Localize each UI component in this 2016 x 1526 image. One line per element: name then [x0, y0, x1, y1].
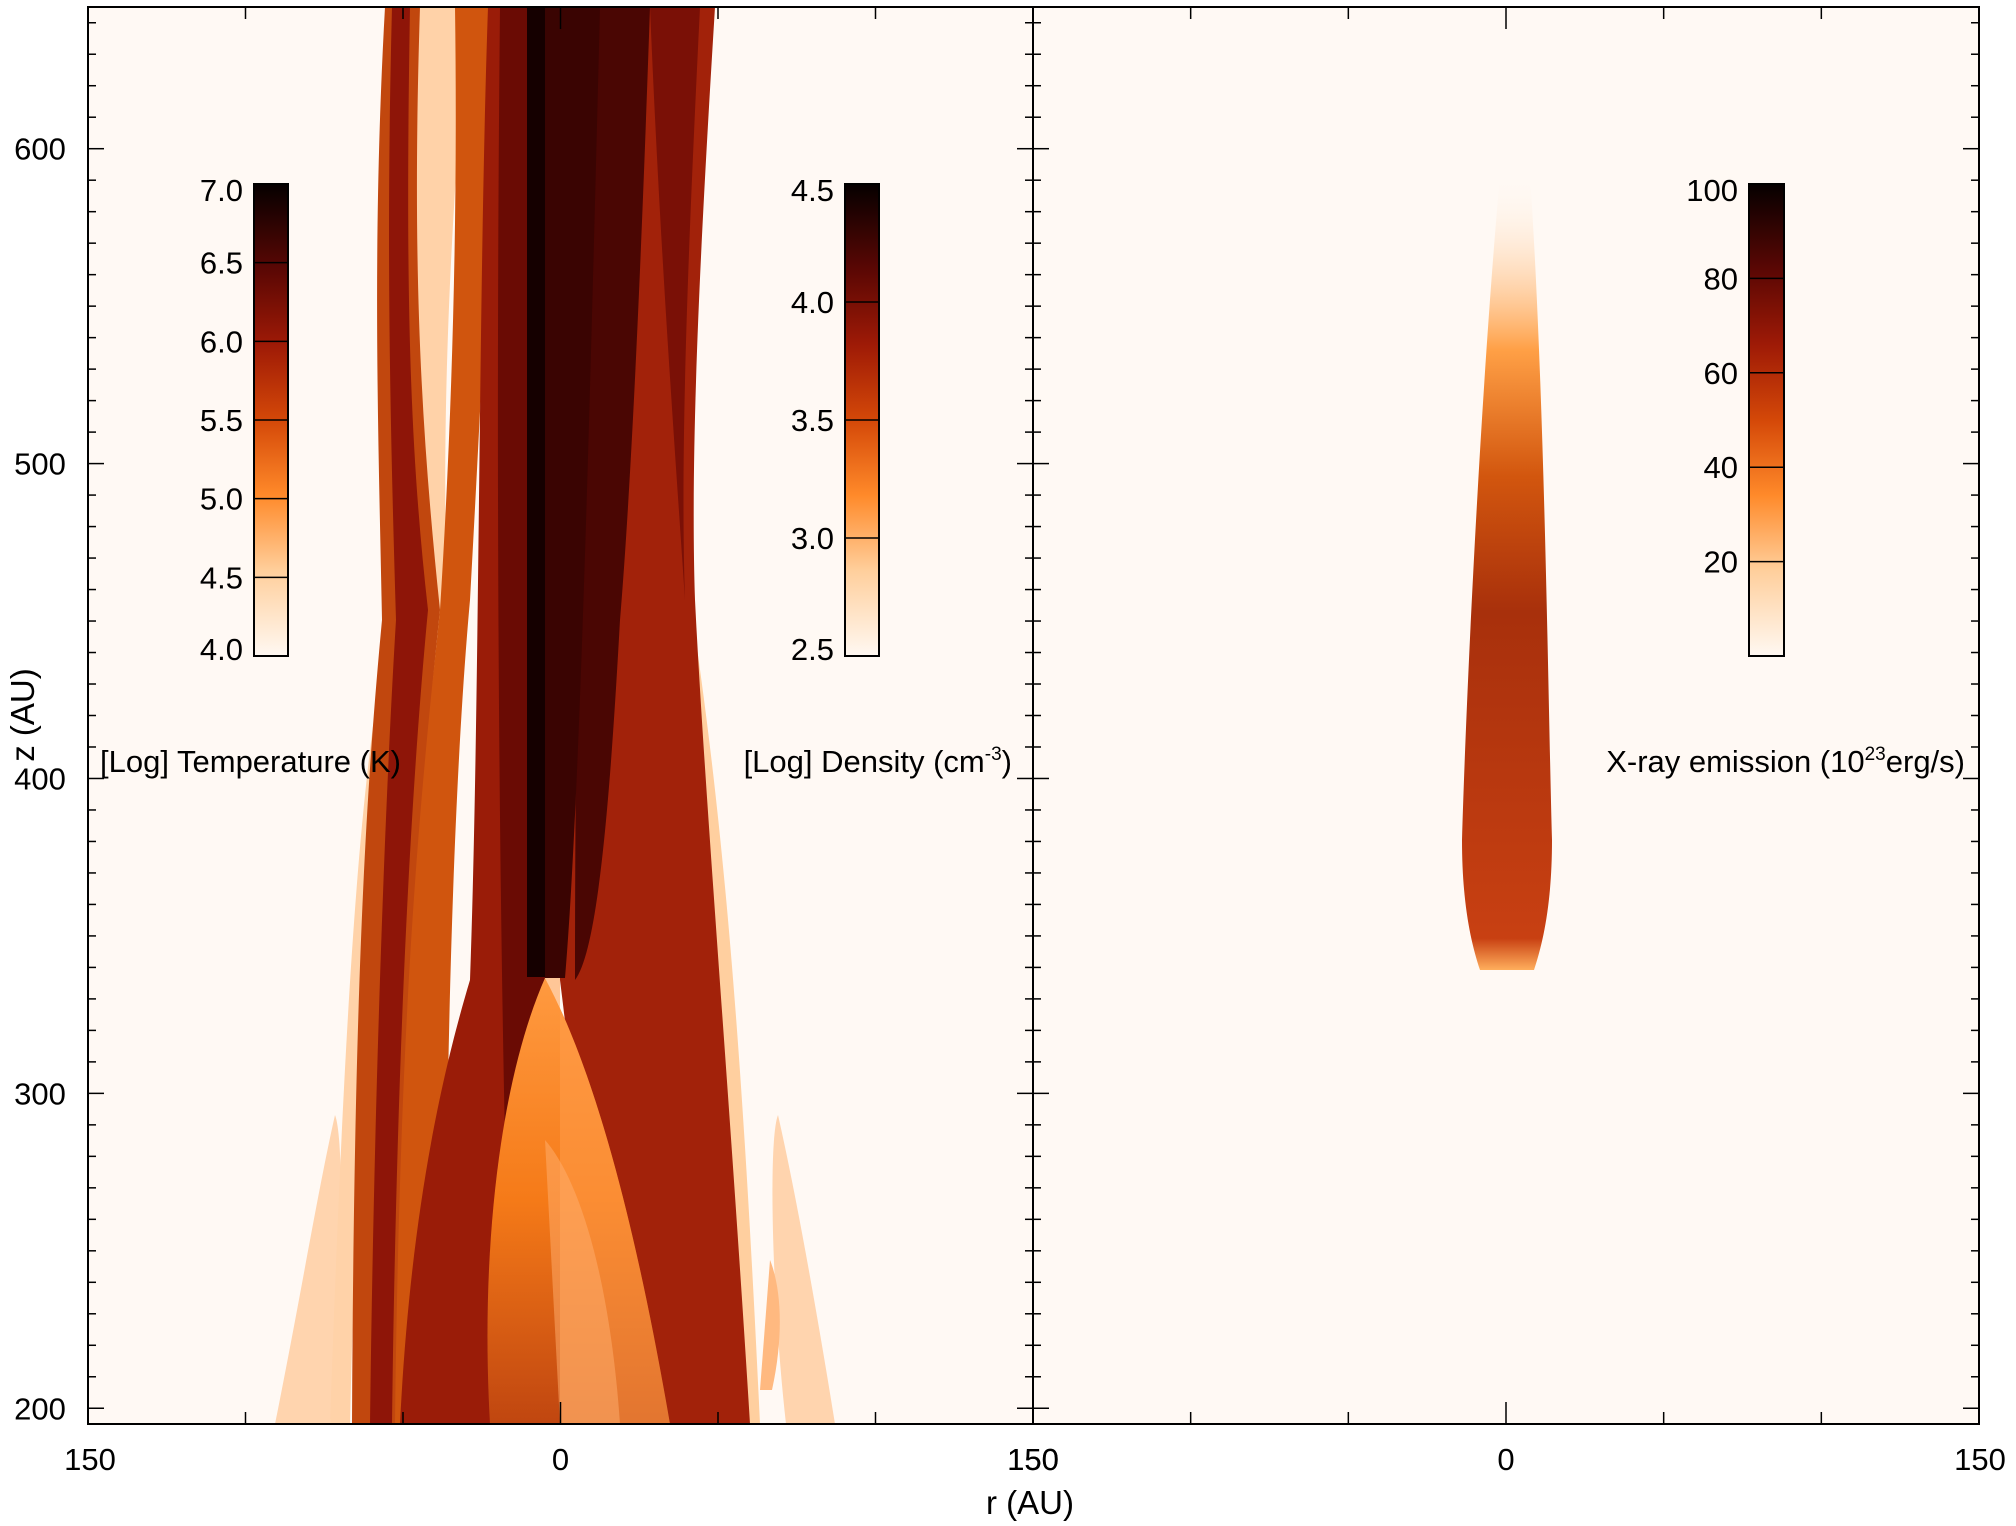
colorbar-xray [1748, 183, 1785, 657]
colorbar-tick-label: 6.0 [200, 324, 243, 359]
colorbar-tick-label: 60 [1704, 356, 1738, 391]
colorbar-tick-label: 40 [1704, 450, 1738, 485]
colorbar-title-density: [Log] Density (cm-3) [744, 744, 1012, 779]
x-tick-label: 0 [1497, 1442, 1514, 1477]
colorbar-tick-label: 6.5 [200, 246, 243, 281]
colorbar-tick-label: 4.5 [200, 560, 243, 595]
y-tick-label: 600 [14, 132, 66, 167]
colorbar-tick-label: 4.0 [200, 632, 243, 667]
colorbar-tick-label: 100 [1686, 173, 1738, 208]
colorbar-tick-label: 80 [1704, 261, 1738, 296]
y-tick-label: 500 [14, 447, 66, 482]
x-tick-label: 150 [64, 1442, 116, 1477]
colorbar-tick-label: 2.5 [791, 632, 834, 667]
colorbar-tick-label: 20 [1704, 545, 1738, 580]
colorbar-tick-label: 5.5 [200, 403, 243, 438]
colorbar-tick-label: 4.0 [791, 285, 834, 320]
x-axis-label: r (AU) [986, 1484, 1074, 1521]
colorbar-title-xray: X-ray emission (1023erg/s) [1606, 744, 1965, 779]
y-axis-label: z (AU) [4, 668, 41, 762]
heatmap-xray [1033, 7, 1979, 1424]
colorbar-tick-label: 7.0 [200, 173, 243, 208]
heatmap-temperature-density [88, 7, 1033, 1424]
colorbar-tick-label: 3.0 [791, 521, 834, 556]
y-tick-label: 200 [14, 1391, 66, 1426]
x-tick-label: 0 [552, 1442, 569, 1477]
x-tick-label: 150 [1007, 1442, 1059, 1477]
y-tick-label: 400 [14, 761, 66, 796]
x-tick-label: 150 [1007, 1442, 1059, 1477]
colorbar-title-temperature: [Log] Temperature (K) [100, 744, 401, 779]
y-tick-label: 300 [14, 1076, 66, 1111]
colorbar-tick-label: 5.0 [200, 482, 243, 517]
colorbar-tick-label: 4.5 [791, 173, 834, 208]
colorbar-tick-label: 3.5 [791, 403, 834, 438]
x-tick-label: 150 [1954, 1442, 2006, 1477]
